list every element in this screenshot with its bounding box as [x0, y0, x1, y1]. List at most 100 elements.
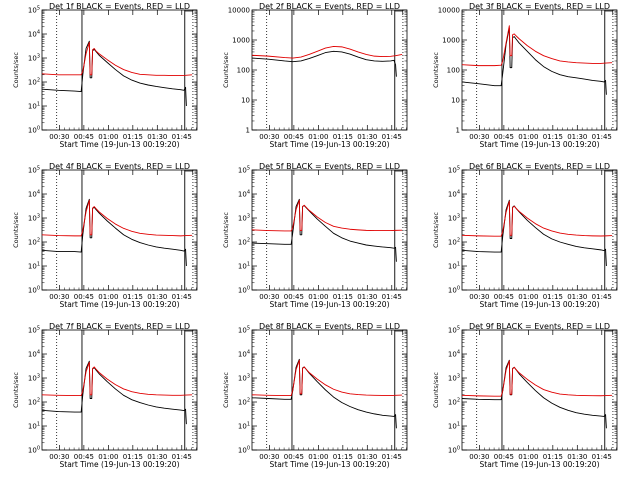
x-tick-label: 01:30 [147, 453, 167, 461]
y-tick-label: 103 [238, 214, 250, 223]
lld-series-line [41, 41, 193, 77]
x-tick-label: 01:45 [382, 453, 402, 461]
y-tick-label: 102 [448, 238, 460, 247]
events-series-line [461, 199, 607, 267]
x-axis-label: Start Time (19-Jun-13 00:19:20) [60, 300, 180, 309]
y-tick-label: 102 [238, 238, 250, 247]
y-axis-label: Counts/sec [222, 52, 230, 88]
x-axis-label: Start Time (19-Jun-13 00:19:20) [270, 460, 390, 469]
x-tick-label: 01:30 [567, 133, 587, 141]
y-tick-label: 105 [28, 6, 40, 15]
chart-panel: Det 8f BLACK = Events, RED = LLD 100 101 10… [222, 322, 408, 469]
events-series-line [461, 27, 607, 95]
state-bracket [604, 10, 614, 15]
x-tick-label: 01:00 [308, 453, 328, 461]
x-tick-label: 00:45 [74, 293, 94, 301]
y-tick-label: 100 [448, 286, 460, 295]
y-tick-label: 103 [28, 374, 40, 383]
plot-frame [461, 9, 618, 131]
x-tick-label: 01:15 [123, 293, 143, 301]
x-tick-label: 00:45 [284, 293, 304, 301]
x-tick-label: 00:30 [469, 133, 489, 141]
events-series-line [41, 40, 187, 107]
chart-title: Det 3f BLACK = Events, RED = LLD [469, 2, 610, 11]
state-bracket [184, 170, 194, 175]
x-tick-label: 00:30 [259, 133, 279, 141]
y-tick-label: 100 [238, 286, 250, 295]
y-tick-label: 105 [238, 166, 250, 175]
x-tick-label: 00:45 [494, 293, 514, 301]
lld-series-line [251, 45, 403, 59]
chart-panel: Det 3f BLACK = Events, RED = LLD 1 10 100 10… [432, 2, 618, 149]
x-tick-label: 01:30 [567, 293, 587, 301]
lld-series-line [41, 361, 193, 397]
x-tick-label: 01:15 [333, 293, 353, 301]
y-tick-label: 103 [28, 54, 40, 63]
events-series-line [41, 198, 187, 267]
x-tick-label: 01:30 [357, 293, 377, 301]
x-tick-label: 01:00 [308, 293, 328, 301]
x-tick-label: 00:45 [74, 453, 94, 461]
plot-frame [251, 9, 408, 131]
lld-series-line [461, 360, 613, 397]
y-axis-label: Counts/sec [222, 212, 230, 248]
x-tick-label: 01:45 [172, 293, 192, 301]
x-tick-label: 01:30 [567, 453, 587, 461]
plot-frame [41, 329, 198, 451]
x-tick-label: 01:15 [123, 453, 143, 461]
x-tick-label: 00:45 [284, 133, 304, 141]
y-tick-label: 102 [28, 238, 40, 247]
y-tick-label: 102 [28, 78, 40, 87]
y-tick-label: 100 [237, 67, 250, 75]
y-tick-label: 102 [448, 398, 460, 407]
y-tick-label: 105 [448, 326, 460, 335]
y-tick-label: 10000 [438, 7, 460, 15]
plot-frame [251, 329, 408, 451]
chart-title: Det 6f BLACK = Events, RED = LLD [469, 162, 610, 171]
x-tick-label: 01:00 [518, 293, 538, 301]
chart-panel: Det 1f BLACK = Events, RED = LLD 100 101 10… [12, 2, 198, 149]
lld-series-line [251, 199, 403, 232]
y-axis-label: Counts/sec [12, 52, 20, 88]
y-tick-label: 10 [451, 97, 460, 105]
x-axis-label: Start Time (19-Jun-13 00:19:20) [60, 140, 180, 149]
y-axis-label: Counts/sec [12, 212, 20, 248]
x-tick-label: 00:30 [259, 453, 279, 461]
y-tick-label: 100 [28, 286, 40, 295]
x-tick-label: 00:30 [469, 293, 489, 301]
x-tick-label: 01:45 [592, 133, 612, 141]
y-tick-label: 1 [456, 127, 460, 135]
y-tick-label: 101 [448, 262, 460, 271]
plot-frame [461, 329, 618, 451]
x-tick-label: 01:15 [333, 453, 353, 461]
lld-series-line [251, 359, 403, 397]
x-tick-label: 00:45 [74, 133, 94, 141]
chart-title: Det 5f BLACK = Events, RED = LLD [259, 162, 400, 171]
y-tick-label: 104 [238, 190, 250, 199]
state-bracket [184, 10, 194, 15]
y-tick-label: 101 [28, 422, 40, 431]
y-axis-label: Counts/sec [432, 372, 440, 408]
x-tick-label: 01:30 [147, 133, 167, 141]
x-tick-label: 01:00 [98, 293, 118, 301]
x-tick-label: 01:15 [543, 293, 563, 301]
x-tick-label: 00:45 [494, 133, 514, 141]
x-tick-label: 01:30 [357, 133, 377, 141]
state-bracket [394, 10, 404, 15]
y-tick-label: 104 [28, 350, 40, 359]
chart-title: Det 9f BLACK = Events, RED = LLD [469, 322, 610, 331]
x-tick-label: 01:45 [172, 453, 192, 461]
y-tick-label: 102 [28, 398, 40, 407]
events-series-line [251, 50, 397, 77]
y-tick-label: 1000 [442, 37, 460, 45]
chart-panel: Det 5f BLACK = Events, RED = LLD 100 101 10… [222, 162, 408, 309]
y-tick-label: 10000 [228, 7, 250, 15]
x-axis-label: Start Time (19-Jun-13 00:19:20) [480, 140, 600, 149]
y-tick-label: 101 [28, 102, 40, 111]
x-tick-label: 01:45 [382, 133, 402, 141]
x-tick-label: 01:15 [123, 133, 143, 141]
x-tick-label: 01:15 [543, 133, 563, 141]
x-axis-label: Start Time (19-Jun-13 00:19:20) [480, 460, 600, 469]
plot-frame [461, 169, 618, 291]
